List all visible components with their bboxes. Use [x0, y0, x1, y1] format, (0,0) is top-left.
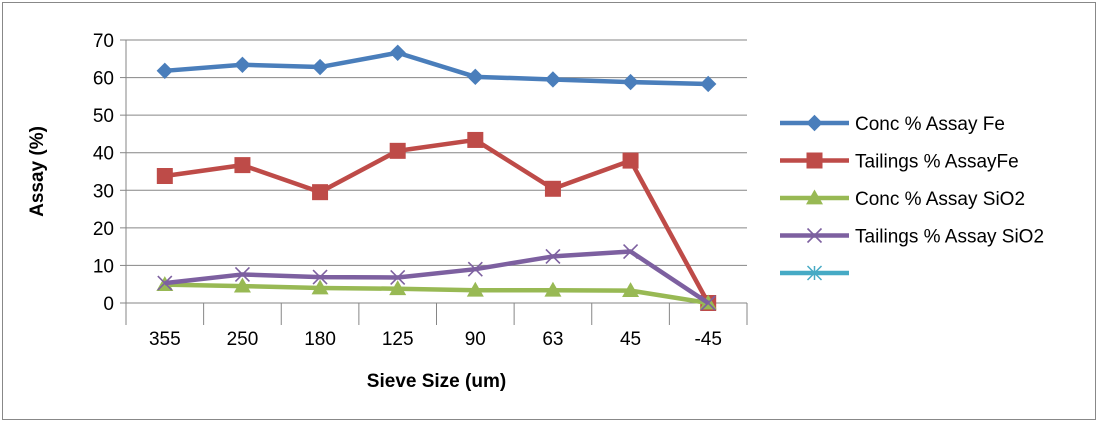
data-point: [622, 152, 639, 169]
data-point: [390, 269, 406, 286]
series-4: [157, 243, 716, 311]
legend-label: Tailings % Assay SiO2: [855, 227, 1044, 248]
y-tick-label: 60: [93, 69, 114, 90]
data-point: [622, 73, 639, 91]
data-point: [389, 44, 406, 61]
x-tick-label: -45: [694, 329, 721, 350]
y-tick-label: 0: [103, 294, 114, 315]
data-point: [312, 269, 328, 285]
series-line: [164, 50, 709, 87]
legend-entry: Tailings % AssayFe: [780, 152, 1019, 173]
x-tick-labels: 355 250 180 125 90 63 45 -45: [149, 329, 722, 350]
series-line: [164, 282, 709, 306]
x-tick-label: 180: [304, 329, 336, 350]
data-point: [467, 131, 484, 148]
line-chart: 0 10 20 30 40 50 60 70 355 250 180 125 90 63 45 -45 Co…: [27, 31, 1044, 392]
x-tick-label: 250: [227, 329, 259, 350]
legend-label: Tailings % AssayFe: [855, 152, 1019, 173]
y-tick-label: 10: [93, 256, 114, 277]
x-tick-label: 45: [620, 329, 641, 350]
legend-entry: [780, 265, 849, 281]
legend-marker: [806, 265, 823, 281]
y-tick-label: 50: [93, 106, 114, 127]
data-point: [312, 184, 329, 201]
data-point: [466, 281, 484, 297]
x-axis-title: Sieve Size (um): [367, 371, 506, 392]
y-tick-label: 40: [93, 144, 114, 165]
series-1: [156, 44, 717, 93]
data-point: [311, 279, 329, 295]
data-point: [544, 71, 562, 88]
data-point: [467, 68, 484, 86]
legend-entry: Conc % Assay SiO2: [780, 189, 1025, 210]
data-point: [311, 58, 329, 76]
legend-marker: [806, 152, 823, 169]
data-point: [389, 280, 407, 296]
y-tick-labels: 0 10 20 30 40 50 60 70: [93, 31, 114, 315]
legend-entry: Tailings % Assay SiO2: [780, 227, 1044, 248]
data-point: [699, 75, 717, 93]
legend-label: Conc % Assay SiO2: [855, 189, 1025, 210]
gridlines: [126, 39, 747, 266]
data-point: [234, 157, 251, 174]
legend: Conc % Assay Fe Tailings % AssayFe Conc % …: [780, 114, 1044, 281]
series-line: [164, 249, 710, 305]
y-tick-label: 70: [93, 31, 114, 52]
legend-marker: [806, 114, 823, 132]
data-point: [544, 281, 562, 297]
data-point: [544, 180, 561, 197]
y-tick-label: 30: [93, 181, 114, 202]
x-tick-label: 125: [382, 329, 414, 350]
data-point: [700, 295, 716, 311]
legend-entry: Conc % Assay Fe: [780, 114, 1005, 135]
axes: [120, 39, 748, 325]
series-line: [164, 137, 711, 305]
data-point: [622, 282, 640, 297]
legend-label: Conc % Assay Fe: [855, 114, 1005, 135]
data-point: [234, 266, 251, 283]
legend-marker: [806, 227, 823, 244]
data-point: [156, 168, 173, 185]
data-point: [156, 62, 174, 80]
y-tick-label: 20: [93, 219, 114, 240]
x-tick-label: 63: [542, 329, 563, 350]
data-point: [233, 277, 251, 293]
data-point: [467, 261, 483, 277]
data-point: [234, 56, 251, 74]
series-lines: [156, 44, 717, 311]
data-point: [157, 275, 173, 291]
x-tick-label: 355: [149, 329, 181, 350]
data-point: [389, 142, 406, 159]
data-point: [622, 243, 639, 260]
legend-marker: [806, 189, 823, 205]
x-tick-label: 90: [465, 329, 486, 350]
data-point: [545, 248, 561, 264]
y-axis-title: Assay (%): [27, 126, 48, 217]
